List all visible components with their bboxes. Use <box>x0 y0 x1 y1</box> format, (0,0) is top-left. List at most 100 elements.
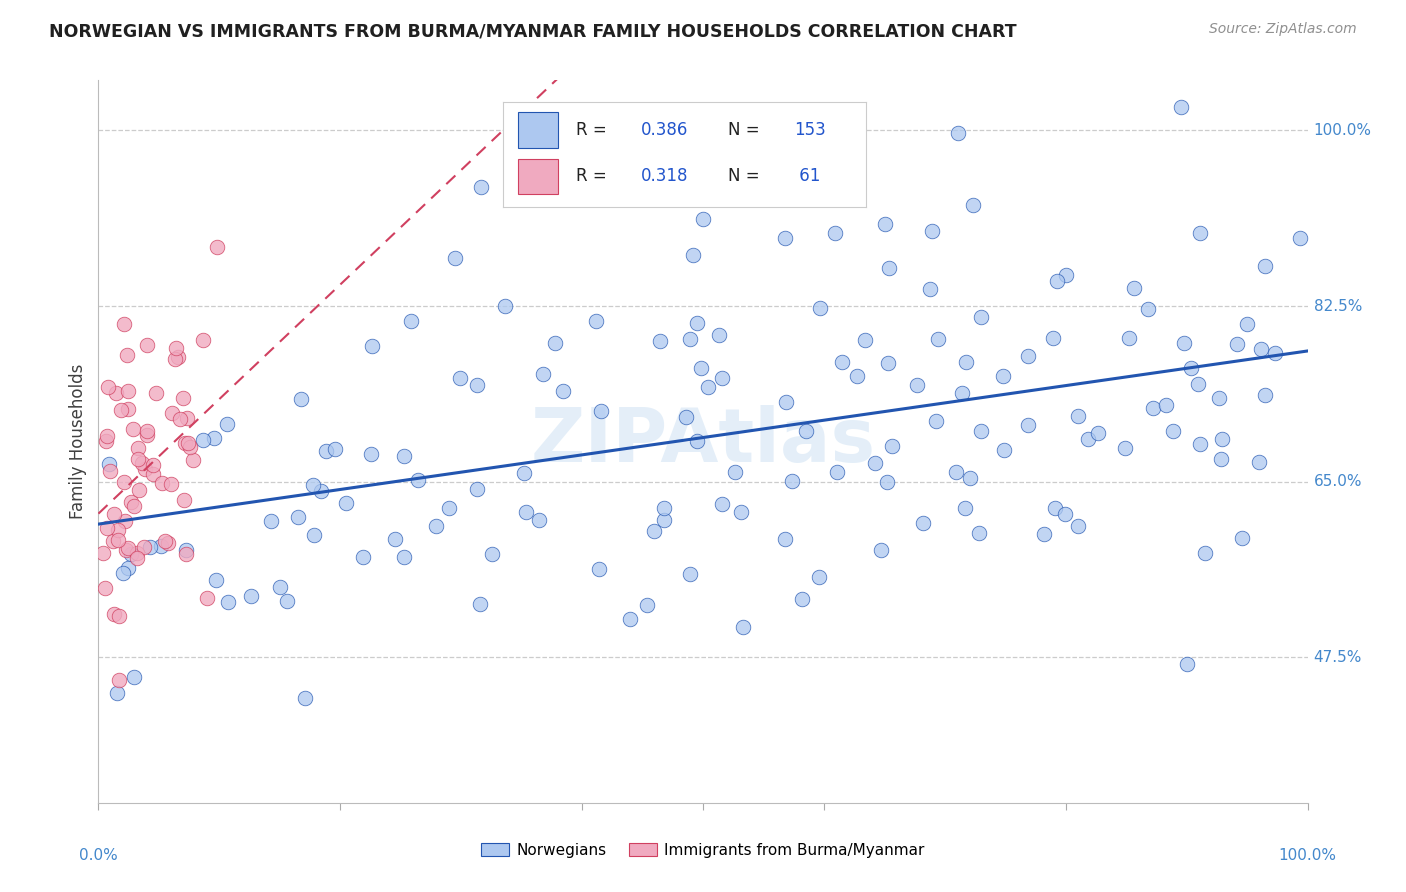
Point <box>927 332 949 346</box>
Point <box>121 422 143 436</box>
Point <box>993 442 1015 457</box>
Point <box>125 550 148 565</box>
Point <box>1042 331 1064 345</box>
Point <box>794 425 817 439</box>
Point <box>122 500 145 514</box>
Point <box>269 580 291 594</box>
Point <box>955 355 977 369</box>
Point <box>945 465 967 479</box>
Point <box>1017 349 1039 363</box>
Point <box>112 566 135 580</box>
Point <box>302 528 325 542</box>
Point <box>1189 436 1212 450</box>
Point <box>515 505 537 519</box>
Point <box>117 541 139 555</box>
Point <box>707 327 730 342</box>
Point <box>876 475 898 489</box>
Point <box>128 483 150 498</box>
Point <box>494 299 516 313</box>
Point <box>105 386 128 401</box>
Point <box>1114 442 1136 456</box>
Point <box>217 417 239 431</box>
Text: ZIPAtlas: ZIPAtlas <box>530 405 876 478</box>
Point <box>465 378 488 392</box>
Point <box>882 439 904 453</box>
Point <box>437 500 460 515</box>
Point <box>1209 451 1232 466</box>
Point <box>711 371 734 385</box>
Point <box>301 478 323 492</box>
Point <box>1247 455 1270 469</box>
Point <box>1054 507 1077 521</box>
Point <box>173 493 195 508</box>
Point <box>730 504 752 518</box>
Point <box>361 339 384 353</box>
Point <box>165 352 187 367</box>
Point <box>692 211 714 226</box>
Point <box>115 348 138 362</box>
Point <box>621 133 644 147</box>
Point <box>127 452 149 467</box>
Point <box>352 550 374 565</box>
Point <box>690 360 713 375</box>
Point <box>107 523 129 537</box>
Point <box>142 458 165 472</box>
Point <box>195 591 218 605</box>
Point <box>294 690 316 705</box>
Point <box>217 595 239 609</box>
Point <box>780 474 803 488</box>
Point <box>167 351 190 365</box>
Point <box>108 673 131 687</box>
Point <box>91 546 114 560</box>
Point <box>136 428 159 442</box>
Point <box>588 562 610 576</box>
Point <box>921 224 943 238</box>
Point <box>1054 268 1077 282</box>
Point <box>96 521 118 535</box>
Point <box>98 464 121 478</box>
Point <box>531 367 554 381</box>
Point <box>1067 519 1090 533</box>
Point <box>204 431 226 445</box>
Point <box>120 547 142 561</box>
Point <box>679 332 702 346</box>
Point <box>877 260 900 275</box>
Point <box>948 126 970 140</box>
Point <box>165 341 187 355</box>
Point <box>1254 388 1277 402</box>
Point <box>392 449 415 463</box>
Point <box>1170 100 1192 114</box>
Point <box>315 444 337 458</box>
Point <box>1180 360 1202 375</box>
Point <box>1017 417 1039 432</box>
Point <box>679 567 702 582</box>
Point <box>654 500 676 515</box>
Point <box>323 442 346 456</box>
Point <box>309 483 332 498</box>
Text: 100.0%: 100.0% <box>1278 848 1337 863</box>
Point <box>967 525 990 540</box>
Point <box>589 404 612 418</box>
Point <box>399 313 422 327</box>
Point <box>392 549 415 564</box>
Point <box>94 434 117 448</box>
Point <box>150 476 173 491</box>
Point <box>136 425 159 439</box>
Point <box>870 542 893 557</box>
Point <box>686 316 709 330</box>
Point <box>131 456 153 470</box>
Point <box>110 403 132 417</box>
Point <box>1173 335 1195 350</box>
Point <box>160 477 183 491</box>
Point <box>156 536 179 550</box>
Point <box>101 534 124 549</box>
Point <box>103 607 125 622</box>
Point <box>1136 301 1159 316</box>
Point <box>335 496 357 510</box>
Point <box>239 589 262 603</box>
Point <box>925 414 948 428</box>
Point <box>205 573 228 587</box>
Point <box>1187 377 1209 392</box>
Point <box>103 507 125 521</box>
Point <box>959 471 981 485</box>
